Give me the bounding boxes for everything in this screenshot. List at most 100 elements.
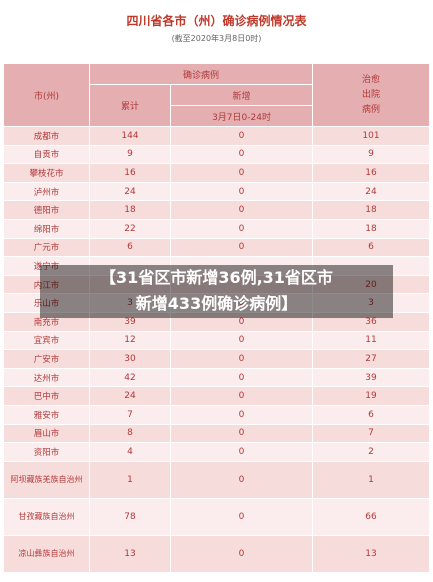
cumulative-cell: 1: [89, 460, 171, 499]
table-row: 南充市 39 0 36: [3, 311, 430, 332]
cumulative-cell: 24: [89, 386, 171, 406]
recovered-cell: [312, 256, 430, 276]
header-recovered-line1: 治愈: [362, 74, 381, 85]
new-cell: 0: [169, 497, 314, 536]
cumulative-cell: 30: [89, 349, 171, 369]
header-recovered-line3: 病例: [362, 104, 381, 115]
table-row: 巴中市 24 0 19: [3, 386, 430, 406]
cumulative-cell: 12: [89, 330, 171, 351]
table-row: 眉山市 8 0 7: [3, 423, 430, 444]
table-row: 甘孜藏族自治州 78 0 66: [3, 497, 430, 536]
new-cell: 0: [169, 237, 314, 258]
table-row: 乐山市 3 0 3: [3, 293, 430, 313]
new-cell: [169, 256, 314, 276]
header-city: 市(州): [3, 63, 90, 127]
recovered-cell: 101: [312, 126, 430, 146]
cumulative-cell: 144: [89, 126, 171, 146]
new-cell: 0: [169, 386, 314, 406]
table-row: 德阳市 18 0 18: [3, 200, 430, 220]
city-cell: 甘孜藏族自治州: [3, 497, 90, 536]
new-cell: 0: [169, 163, 314, 183]
table-row: 泸州市 24 0 24: [3, 181, 430, 202]
cumulative-cell: 24: [89, 181, 171, 202]
city-cell: 雅安市: [3, 404, 90, 425]
city-cell: 广元市: [3, 237, 90, 258]
new-cell: 0: [169, 126, 314, 146]
header-confirmed-label: 确诊病例: [183, 70, 220, 81]
new-cell: 0: [169, 293, 314, 313]
recovered-cell: 36: [312, 311, 430, 332]
recovered-cell: 11: [312, 330, 430, 351]
cumulative-cell: 9: [89, 144, 171, 165]
cumulative-cell: 16: [89, 163, 171, 183]
new-cell: 0: [169, 460, 314, 499]
new-cell: 0: [169, 181, 314, 202]
caption-line-1: 【31省区市新增36例,31省区市: [100, 268, 333, 287]
city-cell: 资阳市: [3, 442, 90, 462]
header-recovered: 治愈 出院 病例: [312, 63, 430, 127]
caption-line-2: 新增433例确诊病例】: [135, 294, 298, 313]
recovered-cell: 6: [312, 404, 430, 425]
table-row: 凉山彝族自治州 13 0 13: [3, 534, 430, 573]
city-cell: 成都市: [3, 126, 90, 146]
table-title: 四川省各市（州）确诊病例情况表: [126, 14, 307, 28]
recovered-cell: 20: [312, 274, 430, 295]
table-row: 雅安市 7 0 6: [3, 404, 430, 425]
header-recovered-line2: 出院: [362, 89, 381, 100]
caption-overlay: [40, 265, 393, 318]
recovered-cell: 16: [312, 163, 430, 183]
recovered-cell: 6: [312, 237, 430, 258]
city-cell: 阿坝藏族羌族自治州: [3, 460, 90, 499]
new-cell: 0: [169, 367, 314, 388]
city-cell: 巴中市: [3, 386, 90, 406]
city-cell: 南充市: [3, 311, 90, 332]
cumulative-cell: 18: [89, 200, 171, 220]
recovered-cell: 24: [312, 181, 430, 202]
table-row: 达州市 42 0 39: [3, 367, 430, 388]
new-cell: 0: [169, 442, 314, 462]
table-row: 广元市 6 0 6: [3, 237, 430, 258]
new-cell: 0: [169, 349, 314, 369]
recovered-cell: 7: [312, 423, 430, 444]
cases-table: 市(州) 确诊病例 治愈 出院 病例 累计 新增 3月7日0-24时 成都市 14…: [3, 63, 430, 573]
city-cell: 泸州市: [3, 181, 90, 202]
cumulative-cell: 8: [89, 423, 171, 444]
recovered-cell: 13: [312, 534, 430, 573]
cumulative-cell: 42: [89, 367, 171, 388]
new-cell: 0: [169, 311, 314, 332]
header-new: 新增: [169, 84, 314, 106]
cumulative-cell: 6: [89, 237, 171, 258]
table-row: 内江市 20: [3, 274, 430, 295]
city-cell: 广安市: [3, 349, 90, 369]
header-new-label: 新增: [232, 91, 251, 102]
new-cell: [169, 274, 314, 295]
city-cell: 凉山彝族自治州: [3, 534, 90, 573]
table-row: 宜宾市 12 0 11: [3, 330, 430, 351]
caption-text: 【31省区市新增36例,31省区市 新增433例确诊病例】: [40, 265, 393, 317]
recovered-cell: 18: [312, 218, 430, 239]
recovered-cell: 9: [312, 144, 430, 165]
header-city-label: 市(州): [33, 91, 60, 102]
table-row: 成都市 144 0 101: [3, 126, 430, 146]
table-body: 成都市 144 0 101 自贡市 9 0 9 攀枝花市 16 0 16 泸州市 24 0 24 德阳市 18 0 1…: [3, 126, 430, 573]
header-confirmed: 确诊病例: [88, 63, 314, 85]
table-row: 阿坝藏族羌族自治州 1 0 1: [3, 460, 430, 499]
header-cumulative-label: 累计: [120, 102, 139, 112]
cumulative-cell: [89, 256, 171, 276]
cumulative-cell: 4: [89, 442, 171, 462]
recovered-cell: 3: [312, 293, 430, 313]
header-cumulative: 累计: [89, 84, 171, 127]
recovered-cell: 27: [312, 349, 430, 369]
table-row: 资阳市 4 0 2: [3, 442, 430, 462]
cumulative-cell: 78: [89, 497, 171, 536]
city-cell: 自贡市: [3, 144, 90, 165]
cumulative-cell: 13: [89, 534, 171, 573]
new-cell: 0: [169, 144, 314, 165]
recovered-cell: 66: [312, 497, 430, 536]
table-row: 攀枝花市 16 0 16: [3, 163, 430, 183]
header-new-period: 3月7日0-24时: [169, 105, 314, 127]
city-cell: 眉山市: [3, 423, 90, 444]
cumulative-cell: 39: [89, 311, 171, 332]
cumulative-cell: 22: [89, 218, 171, 239]
